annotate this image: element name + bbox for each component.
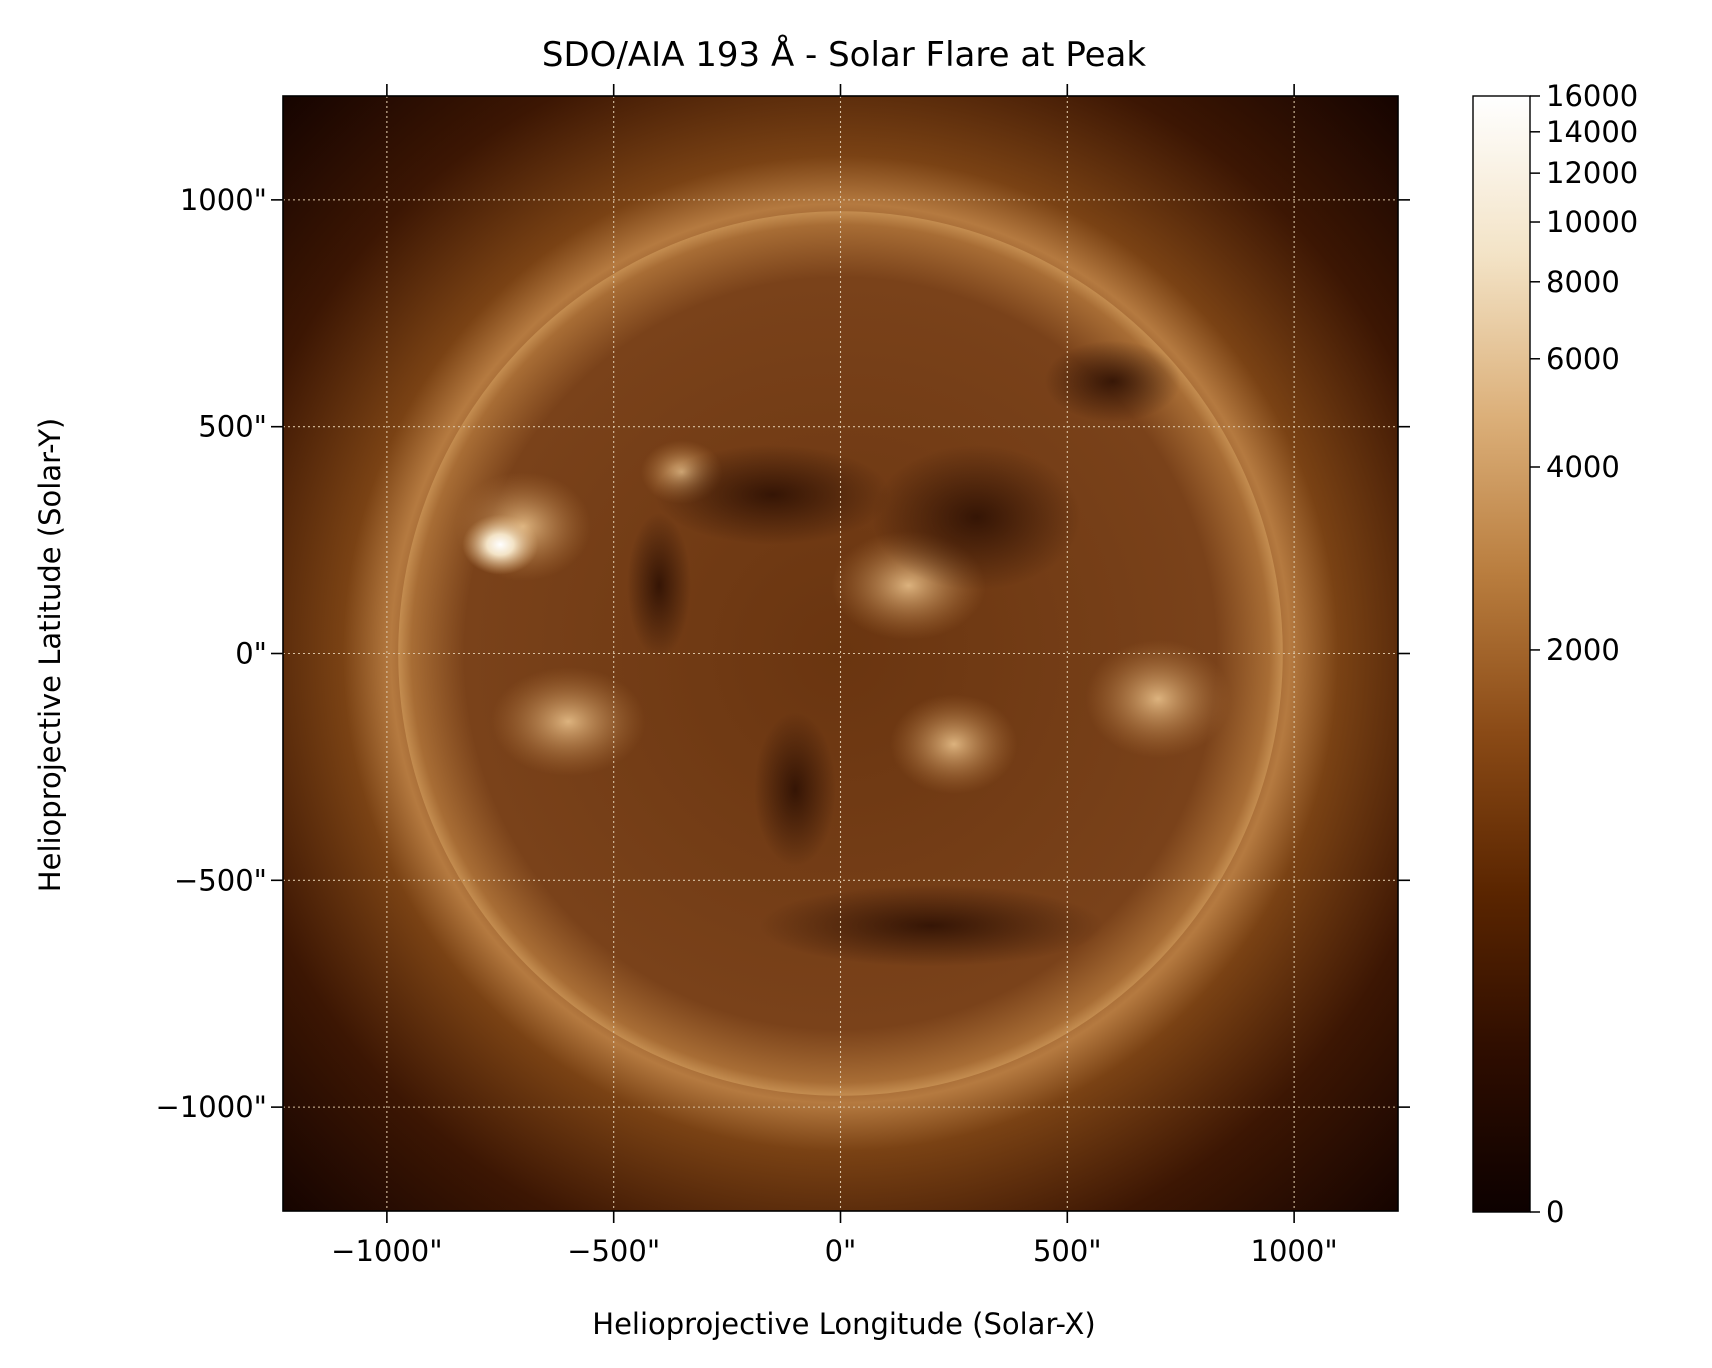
active-region xyxy=(1085,639,1231,758)
coronal-hole xyxy=(627,512,691,659)
grid-lines xyxy=(283,96,1398,1211)
colorbar xyxy=(1472,95,1531,1213)
coronal-hole xyxy=(872,444,1081,590)
colorbar-tick-label: 6000 xyxy=(1546,342,1620,376)
x-tick-label: −500" xyxy=(567,1234,660,1268)
colorbar-tick-label: 12000 xyxy=(1546,156,1638,190)
coronal-hole xyxy=(758,884,1104,967)
x-tick-label: 500" xyxy=(1033,1234,1102,1268)
active-region xyxy=(491,667,646,776)
colorbar-tick-label: 10000 xyxy=(1546,205,1638,239)
coronal-hole xyxy=(754,712,836,867)
x-axis-label: Helioprojective Longitude (Solar-X) xyxy=(592,1307,1095,1341)
coronal-hole xyxy=(654,444,891,545)
y-tick-label: −1000" xyxy=(156,1090,267,1124)
x-tick-label: −1000" xyxy=(331,1234,442,1268)
colorbar-tick-label: 16000 xyxy=(1546,79,1638,113)
active-region xyxy=(890,694,1018,795)
coronal-hole xyxy=(1044,340,1181,423)
plot-area xyxy=(283,96,1398,1211)
colorbar-tick-label: 4000 xyxy=(1546,450,1620,484)
x-tick-label: 0" xyxy=(825,1234,857,1268)
solar-disk xyxy=(398,211,1283,1096)
chart-title: SDO/AIA 193 Å - Solar Flare at Peak xyxy=(542,34,1146,75)
y-tick-label: 1000" xyxy=(180,183,267,217)
flare-kernel xyxy=(462,514,539,575)
surface-features xyxy=(454,340,1231,967)
y-tick-label: 0" xyxy=(235,637,267,671)
colorbar-tick-label: 8000 xyxy=(1546,265,1620,299)
y-axis-label: Helioprojective Latitude (Solar-Y) xyxy=(33,418,67,892)
x-axis-ticks: −1000" −500" 0" 500" 1000" xyxy=(331,84,1338,1268)
x-tick-label: 1000" xyxy=(1251,1234,1338,1268)
y-tick-label: −500" xyxy=(174,863,267,897)
colorbar-tick-label: 0 xyxy=(1546,1195,1564,1229)
colorbar-tick-label: 2000 xyxy=(1546,633,1620,667)
colorbar-tick-label: 14000 xyxy=(1546,115,1638,149)
y-tick-label: 500" xyxy=(198,410,267,444)
y-axis-ticks: 1000" 500" 0" −500" −1000" xyxy=(156,183,1410,1124)
